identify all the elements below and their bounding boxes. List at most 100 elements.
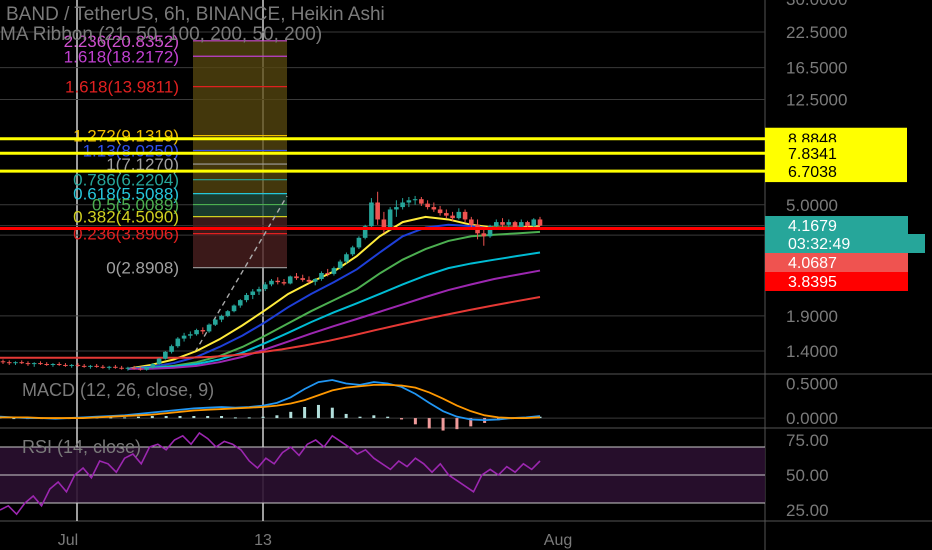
candle-body xyxy=(44,364,50,366)
candle-body xyxy=(350,247,355,255)
candle-body xyxy=(537,219,543,226)
candle-body xyxy=(169,346,174,352)
price-tag-label: 4.0687 xyxy=(788,255,837,272)
macd-signal-line xyxy=(0,383,541,419)
rsi-line xyxy=(0,431,541,516)
candle-body xyxy=(206,324,212,332)
candle-body xyxy=(13,362,18,364)
fib-level-label: 0.382(4.5090) xyxy=(73,208,179,227)
macd-hist-bar xyxy=(386,416,390,419)
candle-body xyxy=(394,207,399,210)
level-tag-label: 6.7038 xyxy=(788,164,837,181)
candle-body xyxy=(56,364,62,366)
candle-body xyxy=(225,311,231,316)
macd-hist-bar xyxy=(372,415,376,419)
fib-level-label: 0(2.8908) xyxy=(106,259,179,278)
macd-hist-bar xyxy=(427,418,431,429)
candle-body xyxy=(100,366,106,368)
candle-body xyxy=(518,222,524,228)
rsi-tick-label: 25.00 xyxy=(786,501,829,520)
candle-body xyxy=(419,199,424,204)
macd-hist-bar xyxy=(164,416,168,419)
candle-body xyxy=(38,363,43,365)
candle-body xyxy=(194,330,199,335)
ma-line-ma100 xyxy=(127,230,541,370)
macd-hist-bar xyxy=(12,418,16,420)
fib-zone-lower xyxy=(193,216,287,268)
candle-body xyxy=(231,305,237,312)
macd-hist-bar xyxy=(192,416,196,419)
candle-body xyxy=(150,364,156,368)
price-tick-label: 22.5000 xyxy=(786,23,847,42)
price-tag xyxy=(765,234,925,253)
rsi-label: RSI (14, close) xyxy=(22,437,142,457)
macd-hist-bar xyxy=(289,411,293,419)
fib-level-label: 2.236(20.8352) xyxy=(64,32,179,51)
macd-hist-bar xyxy=(358,416,362,419)
macd-hist-bar xyxy=(344,413,348,419)
candle-body xyxy=(444,213,449,216)
ma-line-ma200b xyxy=(0,296,541,359)
candle-body xyxy=(481,233,487,237)
price-tag xyxy=(765,253,908,272)
macd-hist-bar xyxy=(413,418,417,425)
candle-body xyxy=(525,222,530,227)
fib-zone-upper xyxy=(193,40,287,194)
candle-body xyxy=(106,366,112,368)
candle-body xyxy=(312,279,318,282)
macd-hist-bar xyxy=(330,407,334,419)
candle-body xyxy=(94,365,99,367)
candle-body xyxy=(531,219,537,227)
macd-hist-bar xyxy=(455,418,459,430)
candle-body xyxy=(369,202,374,227)
ma-line-ma200 xyxy=(127,269,541,370)
candle-body xyxy=(175,338,181,347)
candle-body xyxy=(337,261,343,269)
macd-hist-bar xyxy=(469,418,473,427)
level-tag-label: 7.8341 xyxy=(788,146,837,163)
candle-body xyxy=(306,279,312,282)
ma-line-ma21 xyxy=(127,215,541,370)
rsi-tick-label: 50.00 xyxy=(786,466,829,485)
macd-hist-bar xyxy=(303,407,307,419)
candle-body xyxy=(300,278,306,280)
candle-body xyxy=(356,237,362,248)
candle-body xyxy=(262,284,268,290)
macd-hist-bar xyxy=(247,417,251,419)
candle-body xyxy=(331,268,337,274)
macd-hist-bar xyxy=(275,415,279,419)
candle-body xyxy=(269,280,274,285)
macd-label: MACD (12, 26, close, 9) xyxy=(22,380,215,400)
candle-body xyxy=(19,362,25,364)
candle-body xyxy=(456,211,462,219)
candle-body xyxy=(125,367,131,369)
candle-body xyxy=(281,282,287,284)
level-tag xyxy=(765,160,907,183)
macd-hist-bar xyxy=(150,416,154,419)
candle-body xyxy=(437,209,443,214)
price-tag-label: 3.8395 xyxy=(788,274,837,291)
macd-hist-bar xyxy=(136,416,140,419)
candle-body xyxy=(200,330,206,332)
fib-level-label: 0.618(5.5088) xyxy=(73,185,179,204)
candle-body xyxy=(188,334,193,336)
macd-hist-bar xyxy=(261,416,265,419)
candle-body xyxy=(219,315,224,320)
candle-body xyxy=(131,367,137,369)
candle-body xyxy=(213,319,218,325)
candle-body xyxy=(450,215,455,219)
candle-body xyxy=(506,222,512,225)
candle-body xyxy=(412,199,418,201)
macd-hist-bar xyxy=(109,417,113,419)
candle-body xyxy=(25,363,31,365)
fib-level-label: 1(7.1270) xyxy=(106,155,179,174)
candle-body xyxy=(163,351,168,359)
x-axis-label: Jul xyxy=(58,532,78,549)
price-tag xyxy=(765,216,908,235)
chart-title: BAND / TetherUS, 6h, BINANCE, Heikin Ash… xyxy=(6,4,385,25)
macd-hist-bar xyxy=(400,418,404,420)
candle-body xyxy=(75,364,81,366)
candle-body xyxy=(88,365,93,367)
